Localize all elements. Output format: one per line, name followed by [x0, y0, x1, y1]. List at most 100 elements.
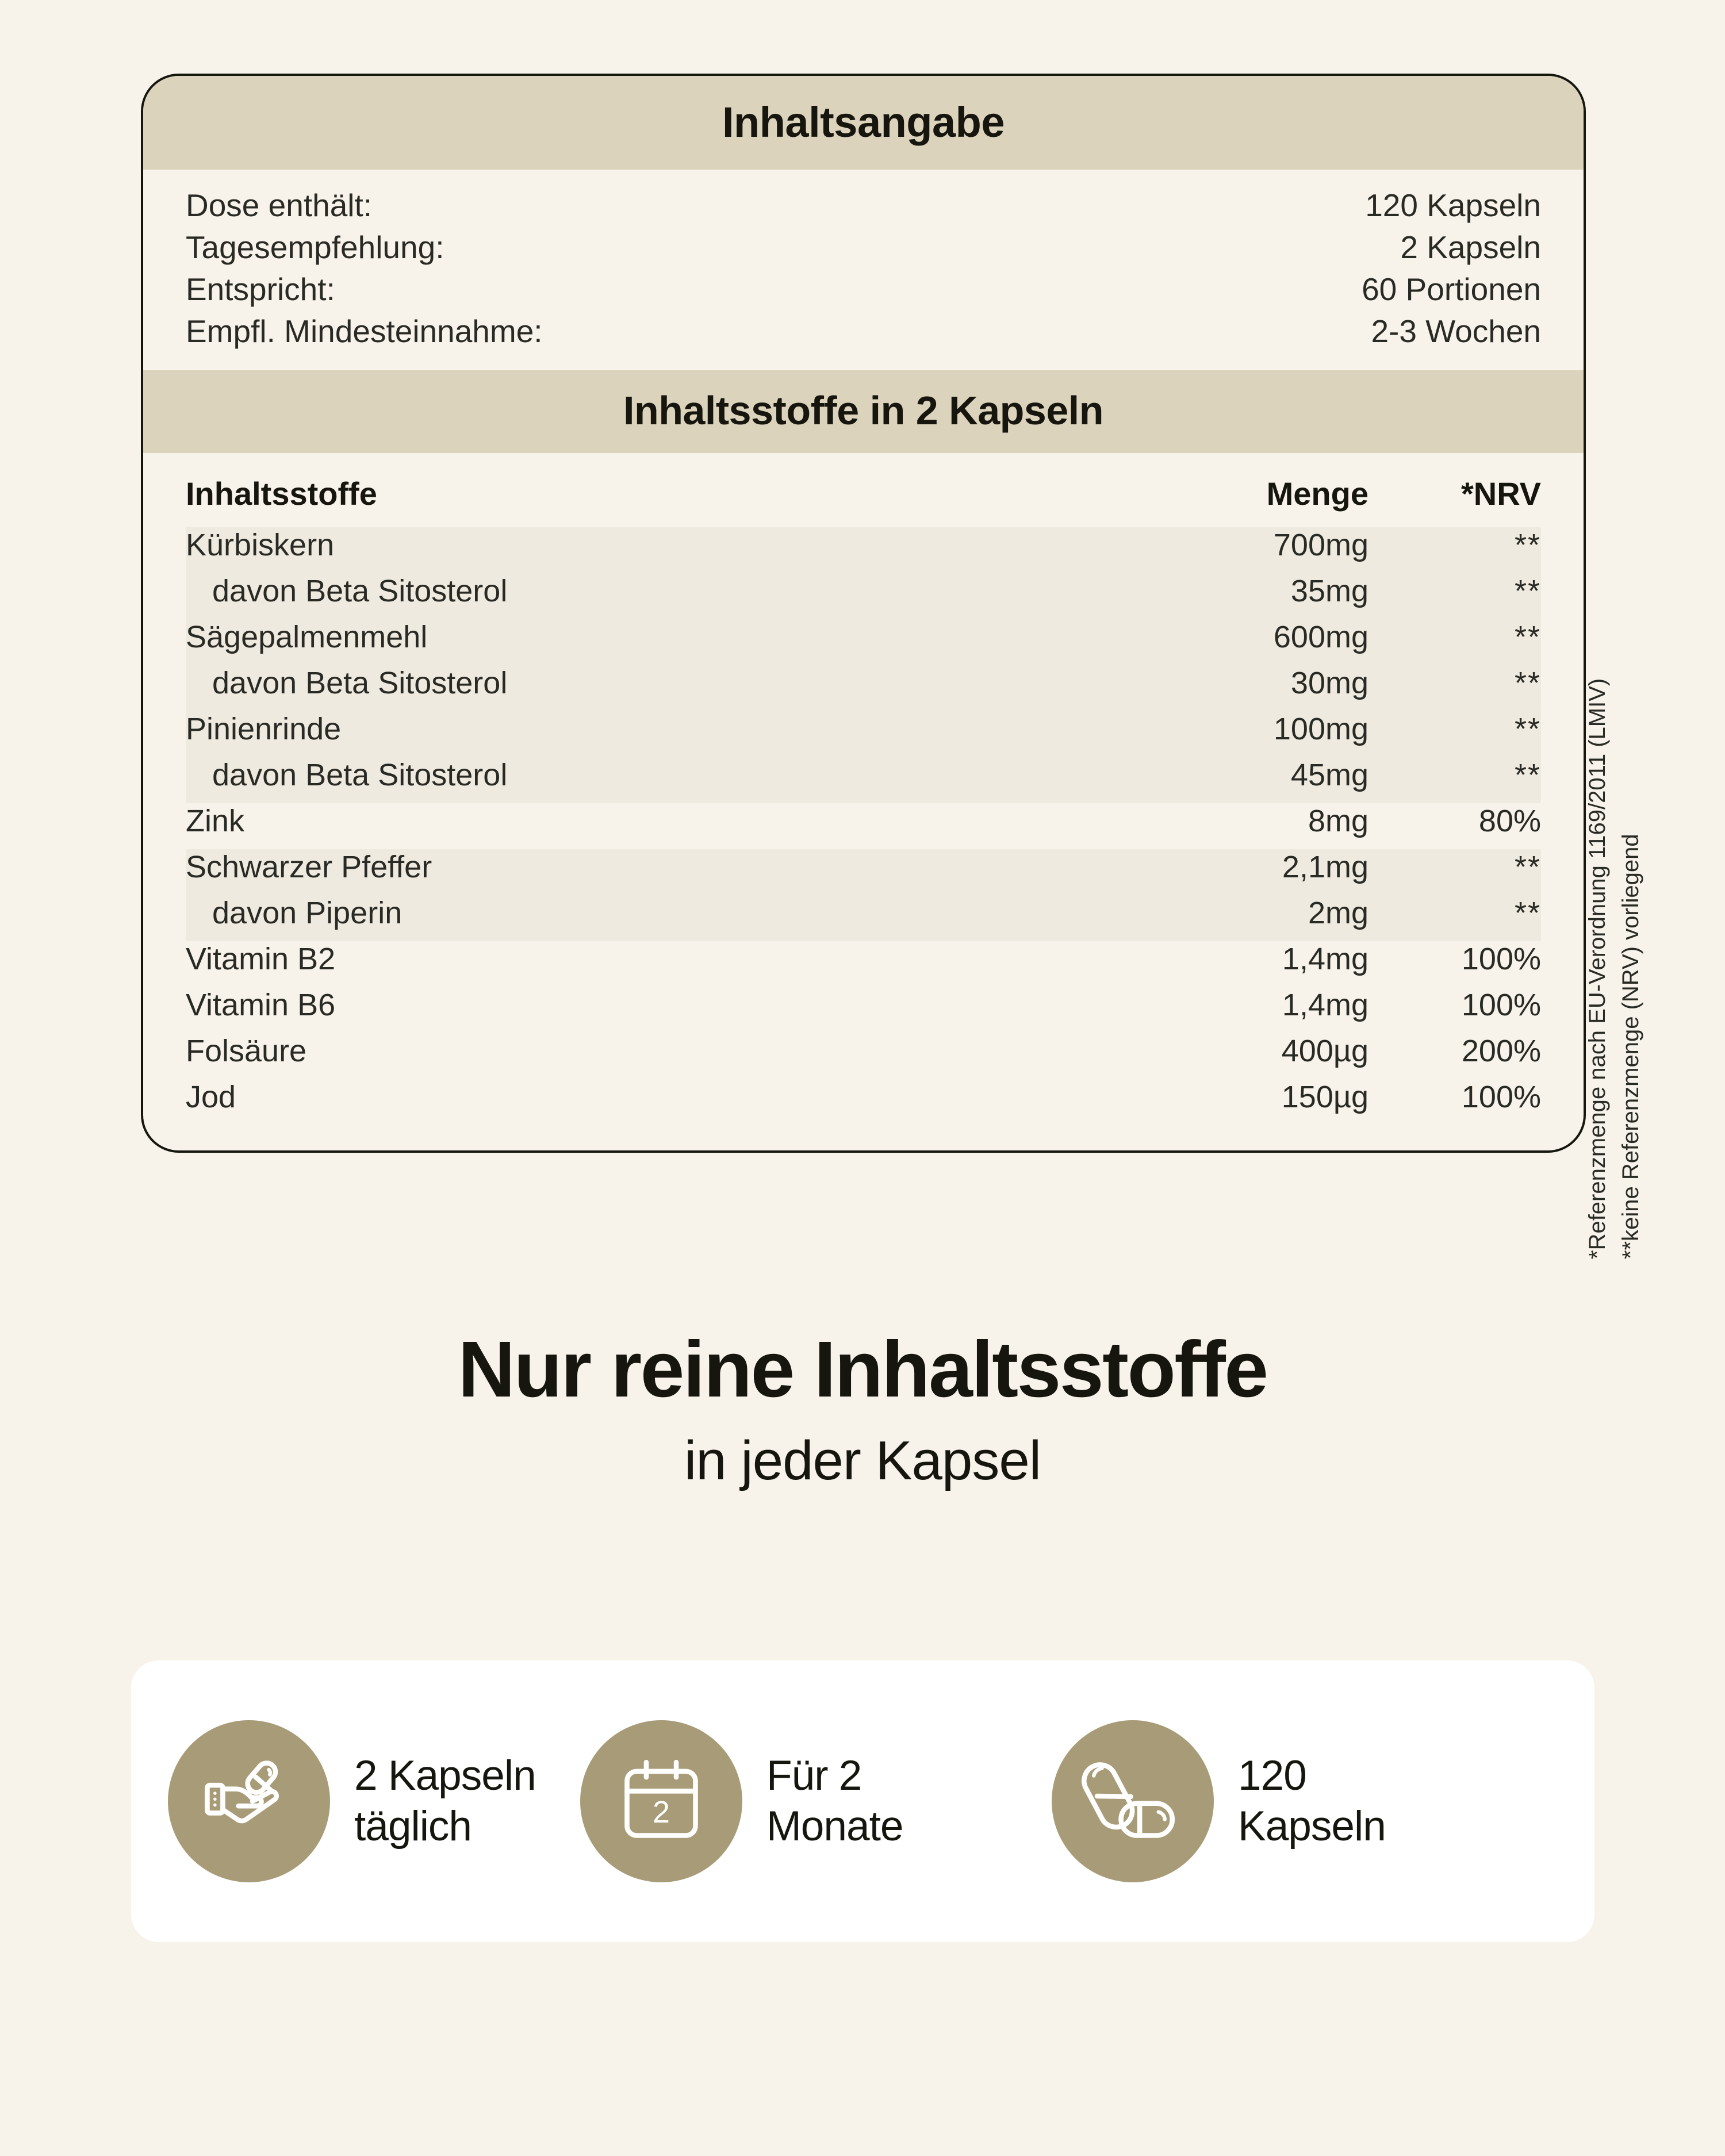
ingredient-nrv: 200%	[1461, 1033, 1541, 1068]
info-value: 120 Kapseln	[1365, 187, 1541, 223]
table-row-group: Sägepalmenmehl 600mg ** davon Beta Sitoster…	[186, 619, 1541, 711]
ingredient-amount: 30mg	[1290, 665, 1368, 700]
table-row-group: Vitamin B2 1,4mg 100% Vitamin B6 1,4mg 100% Fo…	[186, 941, 1541, 1125]
table-row-group: Pinienrinde 100mg ** davon Beta Sitosterol 4…	[186, 711, 1541, 803]
svg-text:2: 2	[653, 1795, 670, 1829]
ingredient-amount: 45mg	[1290, 757, 1368, 792]
ingredient-name: Kürbiskern	[186, 527, 335, 562]
ingredient-amount: 1,4mg	[1282, 987, 1368, 1022]
hand-capsule-icon	[168, 1720, 330, 1882]
info-value: 60 Portionen	[1362, 271, 1541, 308]
column-header-nrv: *NRV	[1460, 475, 1541, 512]
ingredient-name: Zink	[186, 803, 245, 838]
headline-section: Nur reine Inhaltsstoffe in jeder Kapsel	[0, 1325, 1725, 1493]
feature-label: 120 Kapseln	[1238, 1752, 1386, 1850]
ingredient-nrv: **	[1514, 757, 1541, 792]
table-row: davon Beta Sitosterol 30mg **	[186, 665, 1541, 711]
ingredient-name: Vitamin B2	[186, 941, 336, 976]
ingredient-nrv: 100%	[1461, 987, 1541, 1022]
ingredient-amount: 1,4mg	[1282, 941, 1368, 976]
info-label: Dose enthält:	[186, 187, 373, 223]
card-title: Inhaltsangabe	[722, 98, 1005, 146]
info-row: Entspricht: 60 Portionen	[186, 268, 1541, 310]
feature-daily-dose: 2 Kapseln täglich	[168, 1720, 580, 1882]
ingredient-amount: 700mg	[1273, 527, 1368, 562]
footnote-nrv-reference: *Referenzmenge nach EU-Verordnung 1169/2…	[1585, 678, 1610, 1259]
table-row: davon Piperin 2mg **	[186, 895, 1541, 941]
ingredient-amount: 150µg	[1281, 1079, 1368, 1114]
table-row-group: Kürbiskern 700mg ** davon Beta Sitosterol 35…	[186, 527, 1541, 619]
ingredient-name: Folsäure	[186, 1033, 307, 1068]
ingredient-nrv: **	[1514, 711, 1541, 746]
ingredient-nrv: 80%	[1478, 803, 1541, 838]
table-row: Schwarzer Pfeffer 2,1mg **	[186, 849, 1541, 895]
ingredient-subname: davon Beta Sitosterol	[212, 665, 508, 700]
ingredient-name: Jod	[186, 1079, 236, 1114]
ingredient-nrv: **	[1514, 665, 1541, 700]
ingredient-subname: davon Piperin	[212, 895, 402, 930]
ingredient-card: Inhaltsangabe Dose enthält: 120 Kapseln …	[141, 74, 1586, 1153]
table-row: Folsäure 400µg 200%	[186, 1033, 1541, 1079]
footnote-group: *Referenzmenge nach EU-Verordnung 1169/2…	[1585, 500, 1667, 1259]
feature-capsule-count: 120 Kapseln	[1052, 1720, 1558, 1882]
ingredient-nrv: **	[1514, 895, 1541, 930]
ingredient-amount: 400µg	[1281, 1033, 1368, 1068]
ingredient-subname: davon Beta Sitosterol	[212, 757, 508, 792]
column-header-amount: Menge	[1266, 475, 1368, 512]
ingredient-nrv: **	[1514, 527, 1541, 562]
card-header-band-secondary: Inhaltsstoffe in 2 Kapseln	[143, 370, 1584, 453]
ingredient-name: Pinienrinde	[186, 711, 342, 746]
info-row: Tagesempfehlung: 2 Kapseln	[186, 227, 1541, 268]
info-value: 2-3 Wochen	[1371, 313, 1541, 350]
footnote-no-nrv: **keine Referenzmenge (NRV) vorliegend	[1618, 834, 1643, 1259]
card-header-band-primary: Inhaltsangabe	[143, 76, 1584, 170]
two-capsules-icon	[1052, 1720, 1214, 1882]
table-row: Sägepalmenmehl 600mg **	[186, 619, 1541, 665]
ingredient-amount: 35mg	[1290, 573, 1368, 608]
ingredients-table: Inhaltsstoffe Menge *NRV Kürbiskern 700mg…	[143, 453, 1584, 1150]
feature-label: 2 Kapseln täglich	[354, 1752, 536, 1850]
feature-row: 2 Kapseln täglich 2 Für 2 Monate	[131, 1660, 1594, 1942]
table-row: Kürbiskern 700mg **	[186, 527, 1541, 573]
info-label: Empfl. Mindesteinnahme:	[186, 313, 543, 350]
ingredient-name: Sägepalmenmehl	[186, 619, 428, 654]
ingredient-amount: 600mg	[1273, 619, 1368, 654]
feature-card: 2 Kapseln täglich 2 Für 2 Monate	[131, 1660, 1594, 1942]
table-row-group: Zink 8mg 80%	[186, 803, 1541, 849]
page-subtitle: in jeder Kapsel	[684, 1429, 1041, 1491]
table-row: Zink 8mg 80%	[186, 803, 1541, 849]
table-row: davon Beta Sitosterol 45mg **	[186, 757, 1541, 803]
feature-label: Für 2 Monate	[766, 1752, 903, 1850]
ingredients-subtitle: Inhaltsstoffe in 2 Kapseln	[623, 388, 1103, 433]
ingredient-amount: 100mg	[1273, 711, 1368, 746]
table-row-group: Schwarzer Pfeffer 2,1mg ** davon Piperin 2mg…	[186, 849, 1541, 941]
ingredient-name: Schwarzer Pfeffer	[186, 849, 432, 884]
table-row: Vitamin B6 1,4mg 100%	[186, 987, 1541, 1033]
table-header-row: Inhaltsstoffe Menge *NRV	[143, 453, 1584, 527]
ingredient-nrv: 100%	[1461, 1079, 1541, 1114]
ingredient-name: Vitamin B6	[186, 987, 336, 1022]
ingredient-amount: 2mg	[1308, 895, 1368, 930]
feature-duration: 2 Für 2 Monate	[580, 1720, 1052, 1882]
column-header-name: Inhaltsstoffe	[186, 475, 377, 512]
table-body: Kürbiskern 700mg ** davon Beta Sitosterol 35…	[143, 527, 1584, 1150]
table-row: Jod 150µg 100%	[186, 1079, 1541, 1125]
table-row: davon Beta Sitosterol 35mg **	[186, 573, 1541, 619]
ingredient-amount: 8mg	[1308, 803, 1368, 838]
info-label: Entspricht:	[186, 271, 335, 308]
info-row: Empfl. Mindesteinnahme: 2-3 Wochen	[186, 310, 1541, 352]
ingredient-nrv: 100%	[1461, 941, 1541, 976]
ingredient-nrv: **	[1514, 849, 1541, 884]
dosage-info-block: Dose enthält: 120 Kapseln Tagesempfehlun…	[143, 170, 1584, 370]
table-row: Pinienrinde 100mg **	[186, 711, 1541, 757]
ingredient-nrv: **	[1514, 619, 1541, 654]
ingredient-nrv: **	[1514, 573, 1541, 608]
info-label: Tagesempfehlung:	[186, 229, 444, 266]
page-title: Nur reine Inhaltsstoffe	[458, 1325, 1268, 1414]
info-row: Dose enthält: 120 Kapseln	[186, 185, 1541, 227]
calendar-2-icon: 2	[580, 1720, 742, 1882]
ingredient-amount: 2,1mg	[1282, 849, 1368, 884]
info-value: 2 Kapseln	[1400, 229, 1541, 266]
ingredient-subname: davon Beta Sitosterol	[212, 573, 508, 608]
